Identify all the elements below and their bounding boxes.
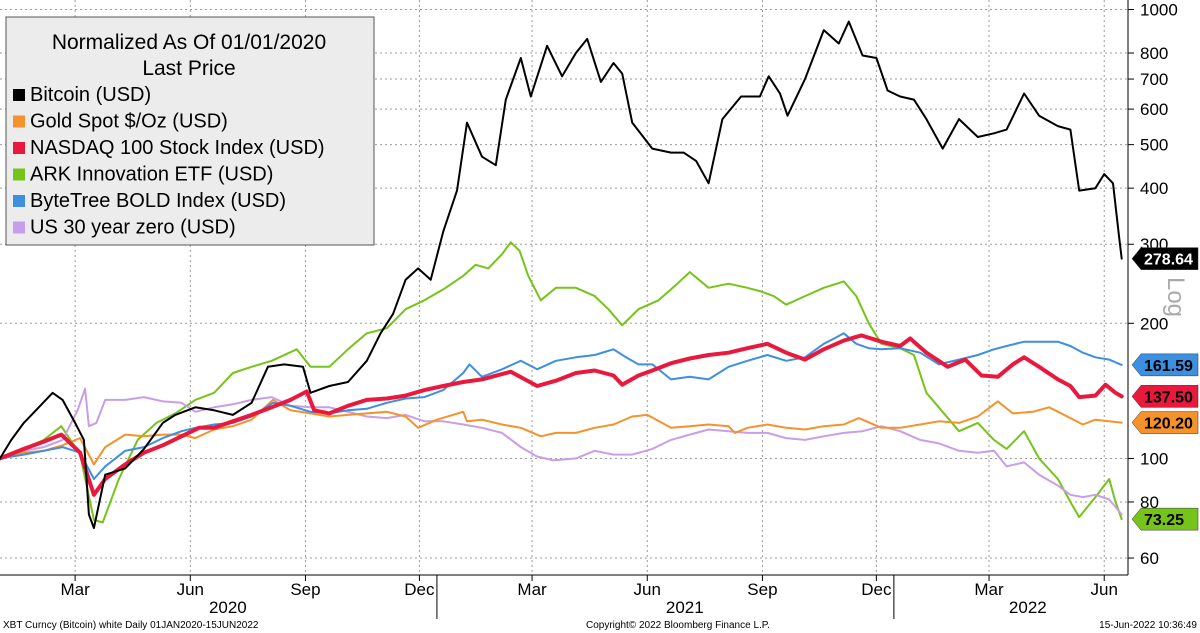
y-tick-label: 200 [1140, 314, 1168, 333]
chart-title: Normalized As Of 01/01/2020 [52, 31, 326, 54]
last-value-tag-box [1131, 411, 1199, 434]
x-tick-label: Dec [404, 580, 435, 599]
y-tick-label: 400 [1140, 179, 1168, 198]
legend-entry-label: ByteTree BOLD Index (USD) [30, 190, 286, 212]
series-line-us-30-year-zero-usd [0, 387, 1123, 516]
y-tick-label: 800 [1140, 44, 1168, 63]
y-tick-label: 600 [1140, 100, 1168, 119]
last-value-tag: 137.50 [1131, 385, 1199, 408]
footer-left: XBT Curncy (Bitcoin) white Daily 01JAN20… [3, 620, 259, 631]
footer-right: 15-Jun-2022 10:36:49 [1099, 620, 1197, 631]
last-value-tag: 73.25 [1131, 507, 1199, 531]
legend-swatch [13, 168, 25, 181]
footer-center: Copyright© 2022 Bloomberg Finance L.P. [586, 620, 770, 631]
last-value-tag-box [1131, 247, 1199, 270]
series-line-nasdaq-100-stock-index-usd [0, 333, 1124, 497]
year-label: 2020 [209, 598, 247, 617]
legend-swatch [13, 221, 25, 234]
legend-entry-label: Gold Spot $/Oz (USD) [30, 111, 228, 133]
legend-entry-label: ARK Innovation ETF (USD) [30, 164, 273, 186]
last-value-tag-label: 161.59 [1144, 358, 1193, 375]
legend-entry-label: US 30 year zero (USD) [30, 217, 236, 239]
y-scale-label: Log [1162, 277, 1189, 317]
x-tick-label: Dec [861, 580, 892, 599]
last-value-tag-label: 120.20 [1144, 416, 1193, 433]
x-tick-label: Jun [634, 580, 661, 599]
last-value-tag: 120.20 [1131, 411, 1199, 434]
y-tick-label: 80 [1140, 493, 1159, 512]
series-line-gold-spot-oz-usd [0, 398, 1123, 466]
x-tick-label: Mar [974, 580, 1004, 599]
last-value-tag-label: 73.25 [1144, 512, 1184, 529]
y-tick-label: 1000 [1140, 1, 1178, 20]
y-tick-label: 700 [1140, 70, 1168, 89]
last-value-tag-label: 278.64 [1144, 252, 1193, 269]
last-value-tag-box [1131, 507, 1199, 531]
y-tick-label: 60 [1140, 549, 1159, 568]
series-line-bitcoin-usd [0, 20, 1123, 529]
last-value-tag-box [1131, 353, 1199, 377]
legend-swatch [13, 195, 25, 207]
year-label: 2022 [1009, 598, 1047, 617]
series-line-ark-innovation-etf-usd [0, 241, 1123, 524]
legend-swatch [13, 89, 25, 101]
last-value-tag-box [1131, 385, 1199, 408]
legend-entry-label: Bitcoin (USD) [30, 84, 151, 106]
x-tick-label: Mar [517, 580, 547, 599]
year-label: 2021 [666, 598, 704, 617]
y-tick-label: 500 [1140, 136, 1168, 155]
last-value-tag-label: 137.50 [1144, 389, 1193, 406]
legend-box [5, 16, 375, 246]
last-value-tags: 278.64 161.59 137.50 120.20 73.25 [1131, 247, 1199, 531]
legend-swatch [13, 142, 25, 154]
legend: Normalized As Of 01/01/2020 Last Price Bit… [5, 16, 375, 246]
chart-subtitle: Last Price [142, 57, 235, 80]
last-value-tag: 161.59 [1131, 353, 1199, 377]
x-tick-label: Sep [747, 580, 777, 599]
x-tick-label: Sep [290, 580, 320, 599]
series-layer [0, 20, 1124, 529]
legend-entry-label: NASDAQ 100 Stock Index (USD) [30, 137, 325, 159]
y-tick-label: 100 [1140, 449, 1168, 468]
legend-swatch [13, 115, 25, 128]
x-tick-label: Mar [60, 580, 90, 599]
x-tick-label: Jun [177, 580, 204, 599]
x-tick-label: Jun [1091, 580, 1118, 599]
last-value-tag: 278.64 [1131, 247, 1199, 270]
footer: XBT Curncy (Bitcoin) white Daily 01JAN20… [3, 620, 1197, 631]
